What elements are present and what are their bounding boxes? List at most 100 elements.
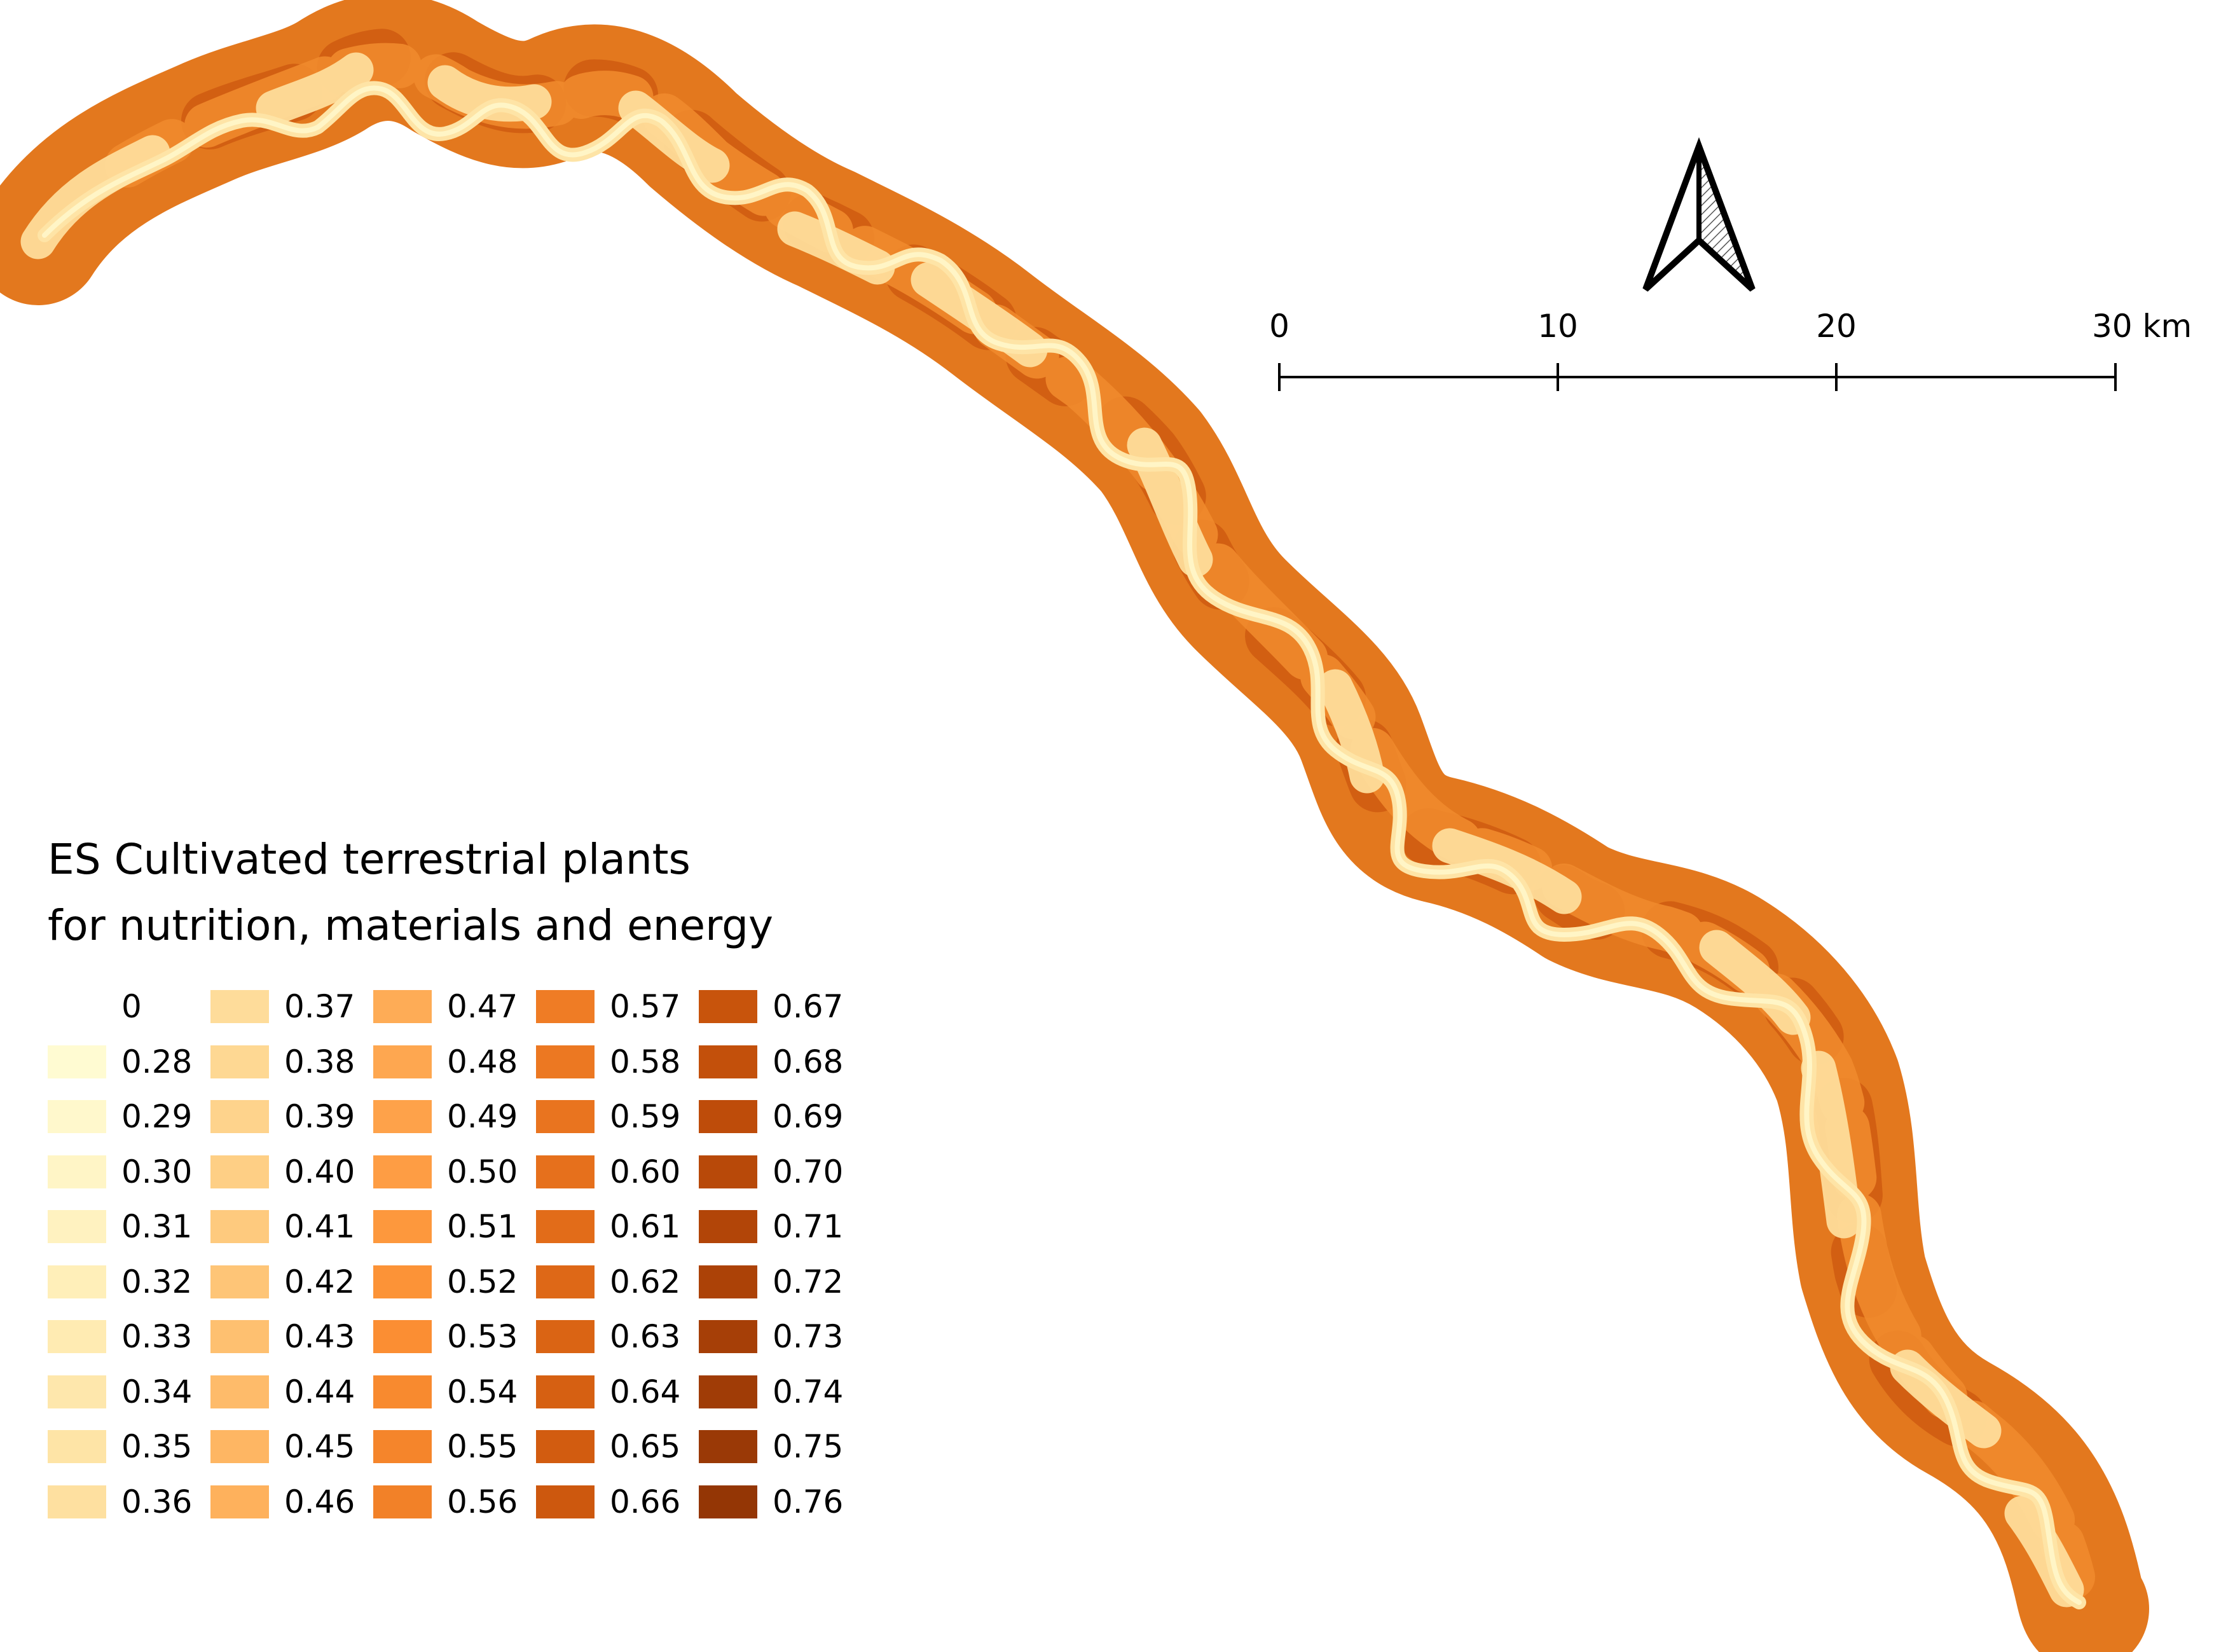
legend-item: 0.61: [536, 1199, 699, 1255]
legend-swatch: [373, 1375, 432, 1408]
legend-item: 0.34: [48, 1365, 210, 1420]
legend-item: 0.72: [699, 1255, 862, 1310]
legend-swatch: [210, 1375, 269, 1408]
legend-item: 0.76: [699, 1475, 862, 1530]
legend-swatch: [373, 1320, 432, 1354]
legend-label: 0.38: [284, 1043, 355, 1080]
scale-bar: 0 10 20 30 km: [1269, 308, 2192, 391]
legend-label: 0.57: [610, 988, 681, 1026]
legend-swatch: [210, 1210, 269, 1244]
legend-label: 0.46: [284, 1483, 355, 1520]
legend-swatch: [373, 1430, 432, 1464]
legend-swatch: [536, 1100, 595, 1134]
legend-swatch: [48, 990, 106, 1024]
legend-swatch: [536, 1485, 595, 1518]
legend-swatch: [48, 1155, 106, 1188]
legend-swatch: [210, 1430, 269, 1464]
legend-item: 0.75: [699, 1419, 862, 1475]
legend-item: 0.37: [210, 979, 373, 1035]
legend-label: 0.41: [284, 1208, 355, 1246]
legend-item: 0.60: [536, 1145, 699, 1200]
river-channel-inner: [42, 85, 2082, 1605]
river-corridor-map: [0, 0, 2149, 1652]
legend-swatch: [373, 1210, 432, 1244]
legend-label: 0.35: [121, 1428, 193, 1466]
legend-swatch: [210, 990, 269, 1024]
legend-swatch: [373, 1485, 432, 1518]
legend-label: 0.60: [610, 1153, 681, 1190]
legend-label: 0.59: [610, 1098, 681, 1136]
legend-label: 0.58: [610, 1043, 681, 1080]
legend-swatch: [48, 1320, 106, 1354]
legend-item: 0.42: [210, 1255, 373, 1310]
legend-swatch: [699, 1100, 757, 1134]
legend-item: 0.67: [699, 979, 862, 1035]
legend-swatch: [699, 1430, 757, 1464]
legend-item: 0.47: [373, 979, 536, 1035]
legend-swatch: [699, 1210, 757, 1244]
legend-label: 0: [121, 988, 142, 1026]
legend-label: 0.40: [284, 1153, 355, 1190]
legend-swatch: [699, 990, 757, 1024]
legend-item: 0.55: [373, 1419, 536, 1475]
legend-item: 0.66: [536, 1475, 699, 1530]
legend-swatch: [210, 1265, 269, 1298]
legend-item: 0.30: [48, 1145, 210, 1200]
legend-label: 0.48: [447, 1043, 518, 1080]
legend-swatch: [373, 990, 432, 1024]
legend-label: 0.28: [121, 1043, 193, 1080]
legend-swatch: [536, 1430, 595, 1464]
legend: ES Cultivated terrestrial plants for nut…: [48, 827, 938, 1518]
legend-label: 0.71: [773, 1208, 844, 1246]
legend-swatch: [536, 1210, 595, 1244]
legend-label: 0.66: [610, 1483, 681, 1520]
legend-swatch: [48, 1265, 106, 1298]
legend-label: 0.70: [773, 1153, 844, 1190]
legend-label: 0.69: [773, 1098, 844, 1136]
legend-item: 0.44: [210, 1365, 373, 1420]
legend-swatch: [536, 1375, 595, 1408]
legend-swatch: [536, 1155, 595, 1188]
legend-swatch: [210, 1100, 269, 1134]
legend-item: 0.28: [48, 1035, 210, 1090]
legend-item: 0.35: [48, 1419, 210, 1475]
legend-item: 0.29: [48, 1089, 210, 1145]
legend-item: 0.58: [536, 1035, 699, 1090]
legend-item: 0.52: [373, 1255, 536, 1310]
legend-item: 0.71: [699, 1199, 862, 1255]
legend-swatch: [210, 1320, 269, 1354]
north-arrow-icon: [1642, 137, 1756, 292]
legend-label: 0.30: [121, 1153, 193, 1190]
legend-item: 0.74: [699, 1365, 862, 1420]
legend-label: 0.67: [773, 988, 844, 1026]
legend-label: 0.65: [610, 1428, 681, 1466]
legend-title-line-2: for nutrition, materials and energy: [48, 901, 774, 950]
legend-swatch: [536, 1320, 595, 1354]
legend-label: 0.47: [447, 988, 518, 1026]
legend-swatch: [48, 1485, 106, 1518]
scale-bar-label: 30 km: [2092, 308, 2192, 345]
legend-label: 0.34: [121, 1373, 193, 1410]
legend-item: 0.73: [699, 1309, 862, 1365]
legend-item: 0.63: [536, 1309, 699, 1365]
legend-item: 0.32: [48, 1255, 210, 1310]
legend-title-line-1: ES Cultivated terrestrial plants: [48, 835, 691, 884]
legend-item: 0: [48, 979, 210, 1035]
legend-label: 0.51: [447, 1208, 518, 1246]
legend-swatch: [699, 1155, 757, 1188]
legend-label: 0.72: [773, 1263, 844, 1300]
legend-item: 0.70: [699, 1145, 862, 1200]
legend-swatch: [48, 1210, 106, 1244]
legend-label: 0.74: [773, 1373, 844, 1410]
legend-label: 0.44: [284, 1373, 355, 1410]
legend-item: 0.36: [48, 1475, 210, 1530]
legend-item: 0.51: [373, 1199, 536, 1255]
legend-item: 0.39: [210, 1089, 373, 1145]
legend-swatch: [210, 1045, 269, 1078]
legend-swatch: [373, 1265, 432, 1298]
legend-label: 0.68: [773, 1043, 844, 1080]
legend-item: 0.56: [373, 1475, 536, 1530]
legend-label: 0.63: [610, 1318, 681, 1356]
legend-item: 0.69: [699, 1089, 862, 1145]
